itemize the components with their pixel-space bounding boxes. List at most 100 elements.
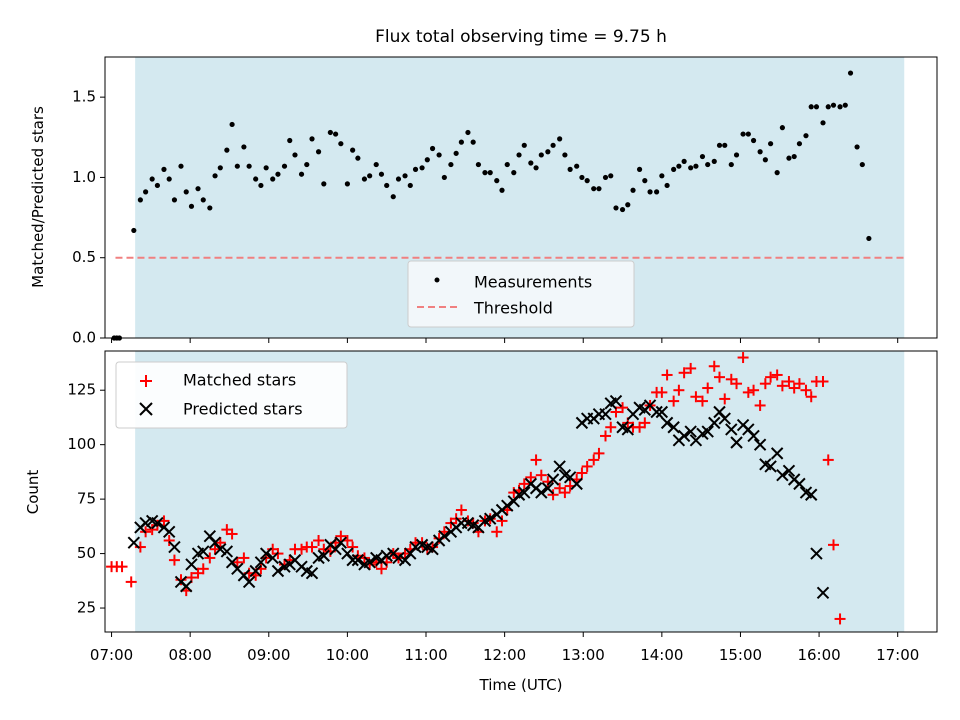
predicted-star-point xyxy=(730,436,743,449)
x-tick-label: 07:00 xyxy=(90,646,133,664)
measurement-point xyxy=(429,145,436,152)
predicted-star-point xyxy=(346,553,359,567)
measurement-point xyxy=(705,161,711,168)
matched-star-point xyxy=(673,384,685,396)
matched-star-point xyxy=(226,528,238,540)
count-y-tick-label: 50 xyxy=(77,544,96,562)
measurement-point xyxy=(275,171,281,177)
matched-star-point xyxy=(559,487,571,499)
measurement-point xyxy=(504,161,510,168)
predicted-star-point xyxy=(305,566,319,580)
matched-star-point xyxy=(827,539,839,551)
measurement-point xyxy=(647,189,653,195)
count-legend: Matched stars Predicted stars xyxy=(115,361,348,429)
measurement-point xyxy=(465,129,471,136)
measurement-point xyxy=(137,197,143,203)
measurement-point xyxy=(333,131,339,137)
matched-star-point xyxy=(600,430,612,442)
x-tick-label: 16:00 xyxy=(797,646,840,664)
matched-star-point xyxy=(491,526,503,538)
measurement-point xyxy=(367,173,373,179)
predicted-star-point xyxy=(650,405,663,419)
measurement-point xyxy=(482,170,488,176)
matched-star-point xyxy=(731,378,743,390)
x-tick-label: 17:00 xyxy=(876,646,919,664)
measurement-point xyxy=(757,149,763,155)
matched-star-point xyxy=(800,384,812,396)
matched-star-point xyxy=(197,563,209,575)
measurement-point xyxy=(808,104,814,110)
measurement-point xyxy=(229,121,235,128)
measurement-point xyxy=(373,161,379,168)
measurement-point xyxy=(412,166,419,172)
count-y-tick-label: 100 xyxy=(67,435,96,453)
measurement-point xyxy=(270,176,276,182)
measurement-point xyxy=(750,137,757,144)
measurement-point xyxy=(246,163,252,169)
ratio-ylabel: Matched/Predicted stars xyxy=(29,106,47,288)
measurement-point xyxy=(591,186,597,192)
x-tick-label: 11:00 xyxy=(404,646,447,664)
measurement-point xyxy=(803,133,809,139)
ratio-legend: Measurements Threshold xyxy=(407,260,635,328)
matched-star-point xyxy=(783,375,795,387)
measurement-point xyxy=(825,104,831,110)
measurement-point xyxy=(217,165,223,171)
matched-star-point xyxy=(168,554,180,566)
measurement-point xyxy=(813,104,820,110)
x-tick-label: 10:00 xyxy=(326,646,369,664)
matched-star-point xyxy=(209,543,221,555)
matched-star-point xyxy=(656,386,668,398)
measurement-point xyxy=(402,173,408,179)
measurement-point xyxy=(728,161,734,168)
measurement-point xyxy=(212,173,218,179)
predicted-star-point xyxy=(438,529,451,543)
measurement-point xyxy=(321,181,327,187)
count-axes-frame xyxy=(104,350,938,633)
measurement-point xyxy=(774,170,780,176)
measurement-point xyxy=(436,152,442,158)
matched-star-point xyxy=(296,543,308,555)
measurement-point xyxy=(671,166,677,172)
measurement-point xyxy=(659,173,665,179)
measurement-point xyxy=(791,153,797,160)
matched-star-point xyxy=(678,367,690,379)
measurement-point xyxy=(344,181,350,187)
legend-predicted-marker xyxy=(139,402,153,416)
measurement-point xyxy=(859,161,865,168)
measurement-point xyxy=(842,102,848,108)
matched-star-point xyxy=(719,393,731,405)
predicted-star-point xyxy=(220,545,234,558)
legend-measurements-label: Measurements xyxy=(474,273,592,292)
matched-star-point xyxy=(530,454,542,466)
x-axis-label: Time (UTC) xyxy=(479,676,563,694)
predicted-star-point xyxy=(718,412,731,425)
x-tick-label: 13:00 xyxy=(562,646,605,664)
ratio-y-tick-label: 0.5 xyxy=(72,248,96,266)
predicted-star-point xyxy=(753,438,767,451)
predicted-star-point xyxy=(764,460,777,473)
matched-star-point xyxy=(535,469,547,481)
measurement-point xyxy=(786,155,792,161)
legend-predicted-label: Predicted stars xyxy=(183,400,303,419)
matched-star-point xyxy=(793,378,805,390)
legend-measurements-marker xyxy=(434,277,440,283)
predicted-star-point xyxy=(660,416,674,430)
measurement-point xyxy=(866,235,872,242)
matched-star-point xyxy=(742,386,754,398)
matched-star-point xyxy=(668,395,680,407)
matched-star-point xyxy=(605,421,617,433)
measurement-point xyxy=(722,142,728,148)
matched-star-point xyxy=(834,613,846,625)
measurement-point xyxy=(441,174,447,181)
measurement-point xyxy=(762,157,768,163)
measurement-point xyxy=(253,176,259,182)
measurement-point xyxy=(579,174,585,181)
matched-star-point xyxy=(581,460,593,472)
measurement-point xyxy=(453,150,459,156)
matched-star-point xyxy=(708,360,720,372)
ratio-legend-box xyxy=(407,260,635,328)
measurement-point xyxy=(419,165,425,171)
measurement-point xyxy=(830,102,837,108)
